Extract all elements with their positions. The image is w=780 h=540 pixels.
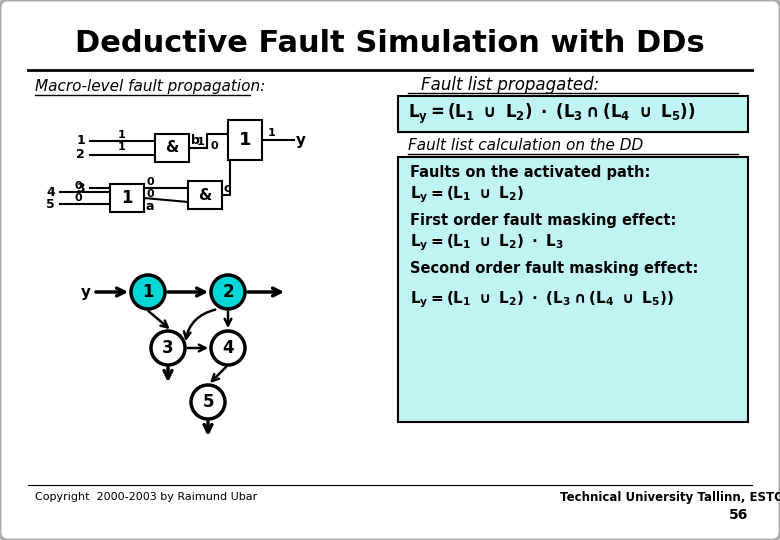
- Text: 1: 1: [118, 130, 126, 140]
- Text: Technical University Tallinn, ESTONIA: Technical University Tallinn, ESTONIA: [560, 490, 780, 503]
- Text: 0: 0: [146, 177, 154, 187]
- Text: 3: 3: [162, 339, 174, 357]
- Text: 0: 0: [146, 189, 154, 199]
- Text: $\mathbf{L_y = (L_1\ \cup\ L_2)\ \cdot\ (L_3 \cap (L_4\ \cup\ L_5))}$: $\mathbf{L_y = (L_1\ \cup\ L_2)\ \cdot\ …: [410, 289, 674, 310]
- Text: Deductive Fault Simulation with DDs: Deductive Fault Simulation with DDs: [75, 29, 705, 57]
- Text: Second order fault masking effect:: Second order fault masking effect:: [410, 260, 698, 275]
- FancyBboxPatch shape: [398, 96, 748, 132]
- Text: 5: 5: [202, 393, 214, 411]
- Circle shape: [131, 275, 165, 309]
- Text: 5: 5: [46, 198, 55, 211]
- Text: 1: 1: [142, 283, 154, 301]
- Text: 2: 2: [222, 283, 234, 301]
- Text: Fault list propagated:: Fault list propagated:: [421, 76, 599, 94]
- Circle shape: [211, 331, 245, 365]
- Text: 4: 4: [222, 339, 234, 357]
- Text: 1: 1: [76, 134, 85, 147]
- Text: y: y: [296, 132, 306, 147]
- Circle shape: [191, 385, 225, 419]
- Text: Faults on the activated path:: Faults on the activated path:: [410, 165, 651, 179]
- Text: Macro-level fault propagation:: Macro-level fault propagation:: [35, 79, 265, 94]
- Text: y: y: [81, 285, 91, 300]
- Bar: [155, 134, 189, 162]
- Circle shape: [151, 331, 185, 365]
- Text: First order fault masking effect:: First order fault masking effect:: [410, 213, 676, 227]
- FancyBboxPatch shape: [398, 157, 748, 422]
- Text: 0: 0: [74, 193, 82, 203]
- Bar: [228, 120, 262, 160]
- Text: $\mathbf{L_y = (L_1\ \cup\ L_2)}$: $\mathbf{L_y = (L_1\ \cup\ L_2)}$: [410, 185, 524, 205]
- Text: &: &: [165, 140, 179, 156]
- Text: 1: 1: [239, 131, 251, 149]
- Text: b: b: [191, 134, 200, 147]
- Text: &: &: [198, 187, 211, 202]
- Bar: [110, 184, 144, 212]
- Text: 2: 2: [76, 148, 85, 161]
- Text: $\mathbf{L_y = (L_1\ \cup\ L_2)\ \cdot\ L_3}$: $\mathbf{L_y = (L_1\ \cup\ L_2)\ \cdot\ …: [410, 233, 564, 253]
- Text: 1: 1: [121, 189, 133, 207]
- Text: $\mathbf{L_y = (L_1\ \cup\ L_2)\ \cdot\ (L_3 \cap (L_4\ \cup\ L_5))}$: $\mathbf{L_y = (L_1\ \cup\ L_2)\ \cdot\ …: [408, 102, 695, 126]
- Text: 1: 1: [197, 137, 205, 147]
- Text: Copyright  2000-2003 by Raimund Ubar: Copyright 2000-2003 by Raimund Ubar: [35, 492, 257, 502]
- Text: 1: 1: [268, 128, 276, 138]
- Text: 56: 56: [729, 508, 748, 522]
- Text: c: c: [224, 181, 232, 194]
- Text: 3: 3: [76, 181, 85, 194]
- Text: 4: 4: [46, 186, 55, 199]
- Text: 0: 0: [210, 141, 218, 151]
- Text: 0: 0: [74, 181, 82, 191]
- Text: Fault list calculation on the DD: Fault list calculation on the DD: [408, 138, 644, 153]
- Text: a: a: [146, 199, 154, 213]
- Text: 1: 1: [118, 142, 126, 152]
- Bar: [188, 181, 222, 209]
- Circle shape: [211, 275, 245, 309]
